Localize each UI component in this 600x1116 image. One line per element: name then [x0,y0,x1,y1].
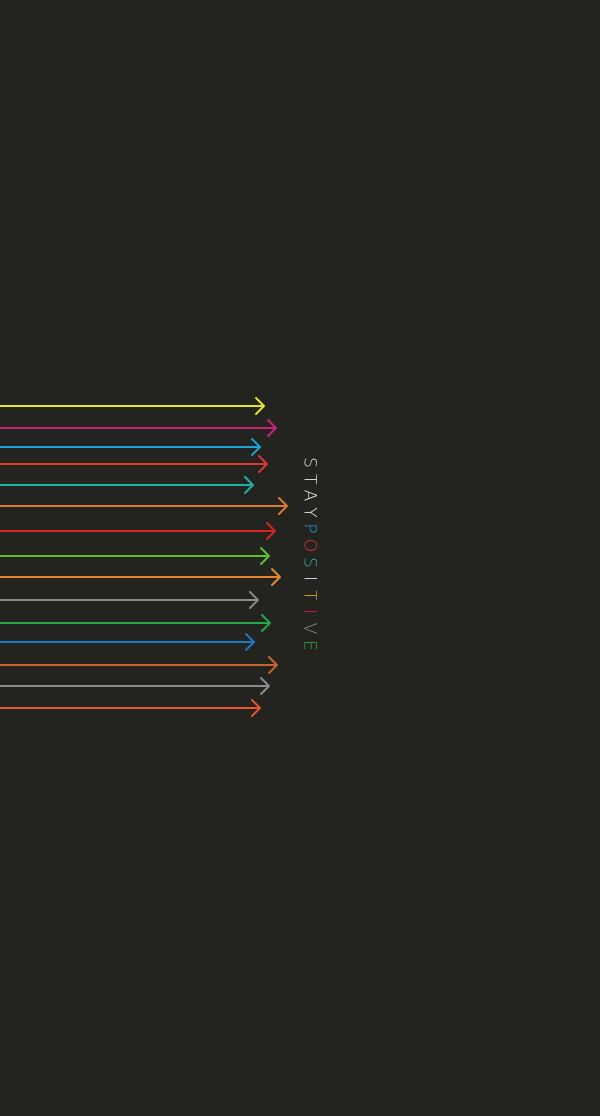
arrow-head-icon [251,699,261,717]
arrow-9 [0,568,281,586]
arrow-6 [0,497,288,515]
arrow-head-icon [249,591,259,609]
arrow-head-icon [245,633,255,651]
arrow-5 [0,476,254,494]
arrow-head-icon [255,397,265,415]
arrow-head-icon [244,476,254,494]
arrow-12 [0,633,255,651]
arrow-head-icon [251,438,261,456]
arrow-head-icon [268,656,278,674]
arrow-head-icon [267,419,277,437]
arrow-15 [0,699,261,717]
arrow-head-icon [271,568,281,586]
arrow-head-icon [278,497,288,515]
arrow-10 [0,591,259,609]
arrow-14 [0,677,270,695]
arrow-head-icon [266,522,276,540]
arrow-7 [0,522,276,540]
arrow-1 [0,397,265,415]
arrow-2 [0,419,277,437]
slogan-letter: E [299,639,320,651]
arrow-head-icon [261,614,271,632]
arrow-11 [0,614,271,632]
arrow-13 [0,656,278,674]
arrow-3 [0,438,261,456]
arrow-head-icon [260,677,270,695]
arrow-head-icon [258,455,268,473]
arrow-8 [0,547,270,565]
arrow-4 [0,455,268,473]
arrow-head-icon [260,547,270,565]
